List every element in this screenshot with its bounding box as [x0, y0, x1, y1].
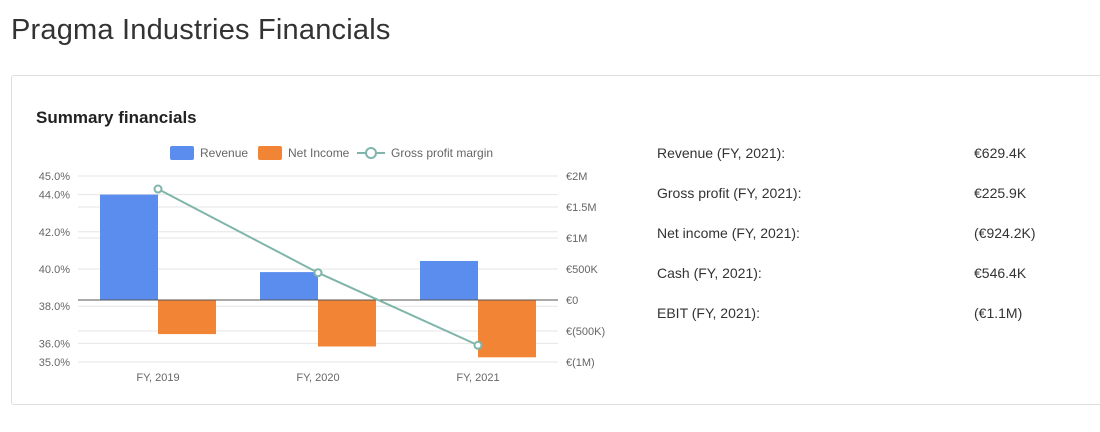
- summary-value: (€1.1M): [974, 305, 1023, 321]
- legend-label: Gross profit margin: [391, 146, 493, 160]
- card-title: Summary financials: [36, 108, 197, 127]
- financials-chart: 35.0% 36.0% 38.0% 40.0% 42.0% 44.0% 45.0% €(1M)…: [39, 146, 605, 384]
- left-axis-tick-label: 35.0%: [39, 357, 70, 369]
- summary-row-gross-profit: Gross profit (FY, 2021): €225.9K: [657, 181, 1037, 221]
- left-axis-tick-label: 40.0%: [39, 264, 70, 276]
- left-axis-tick-label: 38.0%: [39, 301, 70, 313]
- bar-net-income: [478, 300, 536, 358]
- summary-value: (€924.2K): [974, 225, 1036, 241]
- summary-label: Revenue (FY, 2021):: [657, 145, 786, 161]
- bar-net-income: [318, 300, 376, 347]
- summary-row-cash: Cash (FY, 2021): €546.4K: [657, 261, 1037, 301]
- summary-label: Gross profit (FY, 2021):: [657, 185, 802, 201]
- summary-row-ebit: EBIT (FY, 2021): (€1.1M): [657, 301, 1037, 341]
- summary-label: Cash (FY, 2021):: [657, 265, 762, 281]
- left-axis-tick-label: 36.0%: [39, 338, 70, 350]
- x-axis-tick-label: FY, 2021: [456, 372, 499, 384]
- summary-table: Revenue (FY, 2021): €629.4K Gross profit…: [657, 141, 1037, 341]
- summary-card: [11, 75, 1100, 405]
- right-axis-tick-label: €0: [566, 295, 578, 307]
- right-axis-tick-label: €2M: [566, 171, 587, 183]
- legend-swatch-net-income: [258, 146, 282, 160]
- line-point: [473, 340, 483, 350]
- summary-row-net-income: Net income (FY, 2021): (€924.2K): [657, 221, 1037, 261]
- summary-value: €629.4K: [974, 145, 1027, 161]
- summary-row-revenue: Revenue (FY, 2021): €629.4K: [657, 141, 1037, 181]
- legend-swatch-point: [365, 147, 377, 159]
- right-axis-tick-label: €(1M): [566, 357, 595, 369]
- page-title: Pragma Industries Financials: [11, 14, 391, 46]
- right-axis-tick-label: €500K: [566, 264, 598, 276]
- bar-revenue: [260, 272, 318, 300]
- x-axis-tick-label: FY, 2020: [296, 372, 339, 384]
- left-axis-tick-label: 44.0%: [39, 190, 70, 202]
- right-axis-tick-label: €1M: [566, 233, 587, 245]
- bar-net-income: [158, 300, 216, 335]
- x-axis-tick-label: FY, 2019: [136, 372, 179, 384]
- left-axis-tick-label: 45.0%: [39, 171, 70, 183]
- legend-swatch-revenue: [170, 146, 194, 160]
- legend-label: Revenue: [200, 146, 248, 160]
- right-axis-tick-label: €(500K): [566, 326, 605, 338]
- left-axis-tick-label: 42.0%: [39, 227, 70, 239]
- summary-label: EBIT (FY, 2021):: [657, 305, 760, 321]
- summary-value: €225.9K: [974, 185, 1027, 201]
- legend-label: Net Income: [288, 146, 350, 160]
- bar-revenue: [100, 194, 158, 300]
- summary-value: €546.4K: [974, 265, 1027, 281]
- line-point: [313, 268, 323, 278]
- bar-revenue: [420, 260, 478, 300]
- line-point: [153, 184, 163, 194]
- summary-label: Net income (FY, 2021):: [657, 225, 800, 241]
- right-axis-tick-label: €1.5M: [566, 202, 597, 214]
